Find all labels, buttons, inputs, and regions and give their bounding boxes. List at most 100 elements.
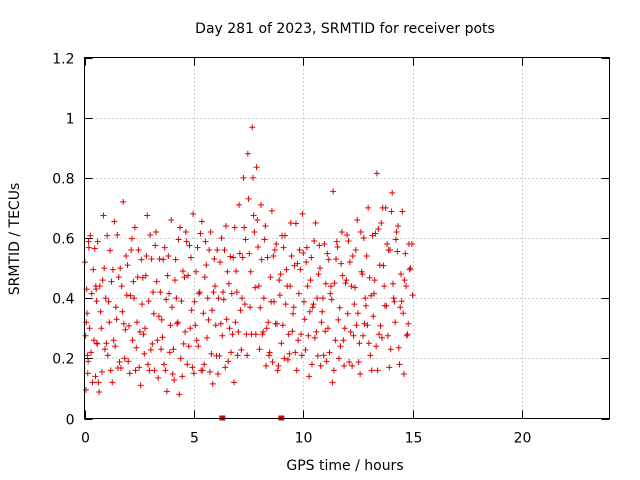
data-point xyxy=(163,296,170,303)
y-tick-label: 0 xyxy=(66,413,75,429)
data-point xyxy=(120,198,127,205)
data-point xyxy=(158,346,165,353)
data-point xyxy=(127,292,134,299)
data-point xyxy=(96,283,103,290)
data-point xyxy=(166,349,173,356)
data-point xyxy=(351,301,358,308)
data-point xyxy=(279,232,286,239)
data-point xyxy=(303,259,310,266)
data-point xyxy=(335,316,342,323)
data-point xyxy=(392,236,399,243)
data-point xyxy=(190,370,197,377)
data-point xyxy=(190,210,197,217)
data-point xyxy=(208,350,215,357)
data-point xyxy=(234,352,241,359)
data-point xyxy=(405,320,412,327)
data-point xyxy=(335,355,342,362)
data-point xyxy=(376,262,383,269)
data-point xyxy=(275,362,282,369)
data-point xyxy=(324,250,331,257)
data-point xyxy=(123,292,130,299)
data-point xyxy=(259,331,266,338)
data-point xyxy=(211,256,218,263)
data-point xyxy=(308,254,315,261)
data-point xyxy=(133,344,140,351)
data-point xyxy=(125,322,132,329)
data-point xyxy=(261,236,268,243)
x-tick-label: 20 xyxy=(514,431,532,447)
data-point xyxy=(357,228,364,235)
data-point xyxy=(398,298,405,305)
data-point xyxy=(362,295,369,302)
data-point xyxy=(372,230,379,237)
data-point xyxy=(86,325,93,332)
data-point xyxy=(346,259,353,266)
data-point xyxy=(370,290,377,297)
data-point xyxy=(170,346,177,353)
data-point xyxy=(238,346,245,353)
data-point xyxy=(191,298,198,305)
data-point xyxy=(99,368,105,375)
data-point xyxy=(118,283,125,290)
data-point xyxy=(252,331,259,338)
data-point xyxy=(319,308,326,315)
data-point xyxy=(160,361,167,368)
data-point xyxy=(388,208,395,215)
data-point xyxy=(319,295,326,302)
data-point xyxy=(333,238,340,245)
data-point xyxy=(396,361,403,368)
data-point xyxy=(282,301,289,308)
data-point xyxy=(198,367,205,374)
data-point xyxy=(205,316,212,323)
data-point xyxy=(243,331,250,338)
data-point xyxy=(276,277,283,284)
data-point xyxy=(352,284,359,291)
data-point xyxy=(132,367,139,374)
data-point xyxy=(339,272,346,279)
data-point xyxy=(397,304,404,311)
data-point xyxy=(251,228,258,235)
data-point xyxy=(145,298,152,305)
data-point xyxy=(290,310,297,317)
data-point xyxy=(328,296,335,303)
data-point xyxy=(197,230,204,237)
data-point xyxy=(152,242,159,249)
data-point xyxy=(85,244,92,251)
data-point xyxy=(254,216,261,223)
data-point xyxy=(357,370,364,377)
data-point xyxy=(257,304,264,311)
data-point xyxy=(403,332,410,339)
data-point xyxy=(228,290,235,297)
data-point xyxy=(177,355,184,362)
data-point xyxy=(152,228,159,235)
data-point xyxy=(179,373,186,380)
data-point xyxy=(147,231,154,238)
data-point xyxy=(203,262,210,269)
data-point xyxy=(112,304,119,311)
data-point xyxy=(403,283,410,290)
data-point xyxy=(344,310,351,317)
data-point xyxy=(350,332,357,339)
data-point xyxy=(221,247,228,254)
data-point xyxy=(166,290,173,297)
data-point xyxy=(231,224,238,231)
data-point xyxy=(255,283,262,290)
data-point xyxy=(348,283,355,290)
data-point xyxy=(97,308,104,315)
data-point xyxy=(93,298,100,305)
data-point xyxy=(126,370,133,377)
data-point xyxy=(264,254,271,261)
data-point xyxy=(355,358,362,365)
data-point xyxy=(387,346,394,353)
data-point xyxy=(405,241,412,248)
data-point xyxy=(301,316,308,323)
data-point xyxy=(185,272,192,279)
data-point xyxy=(194,244,201,251)
data-point xyxy=(247,268,254,275)
data-point xyxy=(305,332,312,339)
data-point xyxy=(340,337,347,344)
data-point xyxy=(373,170,380,177)
data-point xyxy=(147,346,154,353)
data-point xyxy=(218,235,225,241)
data-point xyxy=(123,253,130,260)
